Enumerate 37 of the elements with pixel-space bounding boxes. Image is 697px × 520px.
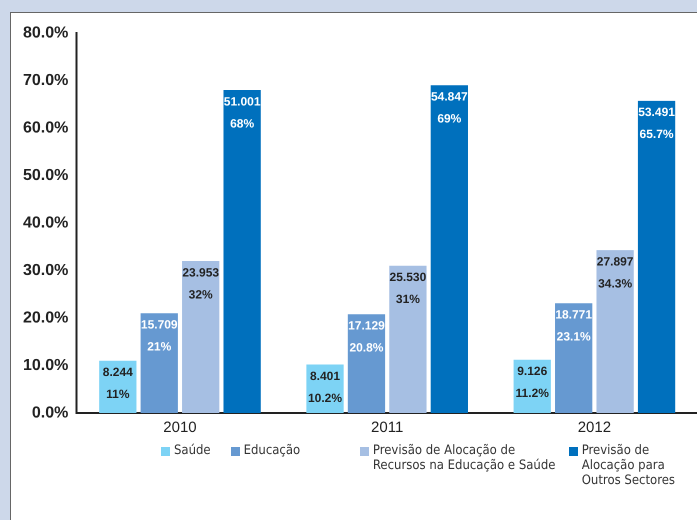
y-tick-label: 50.0% (22, 166, 68, 184)
data-label: 8.401 10.2% (308, 368, 342, 405)
data-label: 25.530 31% (390, 270, 427, 306)
y-tick-label: 10.0% (22, 356, 68, 374)
data-label: 17.129 20.8% (348, 318, 386, 355)
bar (140, 313, 178, 413)
bar (555, 303, 592, 413)
legend-label: Previsão de Alocação para Outros Sectores (582, 443, 676, 488)
x-tick-label: 2010 (163, 419, 197, 436)
legend-label: Educação (244, 443, 300, 458)
data-label: 54.847 69% (430, 90, 468, 126)
data-label: 53.491 65.7% (638, 105, 676, 142)
y-tick-label: 30.0% (22, 262, 68, 279)
y-tick-label: 40.0% (22, 214, 68, 232)
bar (430, 85, 468, 413)
bar (182, 261, 220, 413)
data-label: 9.126 11.2% (516, 364, 550, 400)
y-tick-label: 80.0% (22, 24, 68, 42)
data-label: 51.001 68% (224, 94, 261, 130)
bar (638, 100, 676, 413)
legend-label: Saúde (174, 443, 211, 458)
data-label: 18.771 23.1% (555, 308, 592, 344)
bar (348, 314, 386, 413)
bar (389, 266, 427, 413)
legend-label: Previsão de Alocação de Recursos na Educação e Saúde (372, 443, 556, 473)
data-label: 27.897 34.3% (596, 254, 634, 290)
data-label: 8.244 11% (102, 365, 134, 402)
y-tick-label: 0.0% (32, 404, 68, 422)
x-tick-label: 2012 (578, 419, 612, 436)
y-tick-label: 20.0% (22, 309, 68, 326)
y-tick-label: 60.0% (22, 119, 68, 136)
x-tick-label: 2011 (371, 419, 404, 436)
y-tick-label: 70.0% (22, 72, 68, 89)
data-label: 15.709 21% (140, 318, 178, 354)
bar (223, 90, 261, 413)
data-label: 23.953 32% (182, 265, 220, 302)
bar (596, 250, 634, 413)
